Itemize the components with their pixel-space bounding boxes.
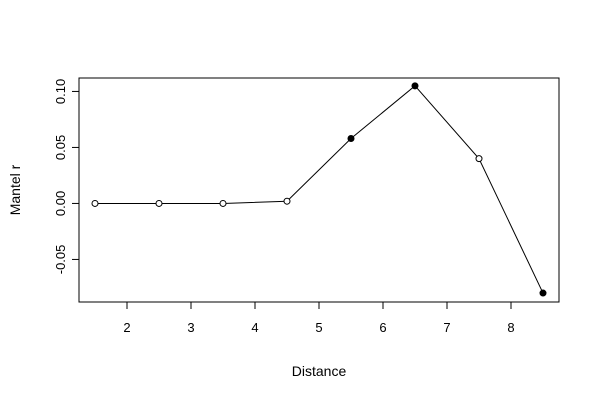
data-point-open xyxy=(219,199,227,207)
x-tick-label: 4 xyxy=(251,320,258,335)
x-tick-label: 3 xyxy=(187,320,194,335)
data-point-filled xyxy=(539,289,547,297)
y-tick-label: 0.05 xyxy=(53,135,68,160)
y-tick-label: -0.05 xyxy=(53,245,68,275)
y-tick-label: 0.00 xyxy=(53,191,68,216)
y-axis: -0.05 0.00 0.05 0.10 xyxy=(53,79,80,275)
x-tick-label: 7 xyxy=(443,320,450,335)
x-tick-label: 8 xyxy=(507,320,514,335)
data-point-filled xyxy=(347,134,355,142)
x-tick-label: 6 xyxy=(379,320,386,335)
y-axis-title: Mantel r xyxy=(7,164,23,215)
data-point-filled xyxy=(411,82,419,90)
plot-frame xyxy=(78,77,560,303)
data-point-open xyxy=(475,155,483,163)
x-tick-label: 2 xyxy=(123,320,130,335)
y-tick-label: 0.10 xyxy=(53,79,68,104)
x-tick-label: 5 xyxy=(315,320,322,335)
data-point-open xyxy=(91,199,99,207)
data-point-open xyxy=(283,197,291,205)
x-axis-title: Distance xyxy=(292,363,347,379)
x-axis: 2 3 4 5 6 7 8 xyxy=(123,301,515,335)
series-layer xyxy=(91,82,547,297)
data-point-open xyxy=(155,199,163,207)
series-line xyxy=(95,85,544,294)
